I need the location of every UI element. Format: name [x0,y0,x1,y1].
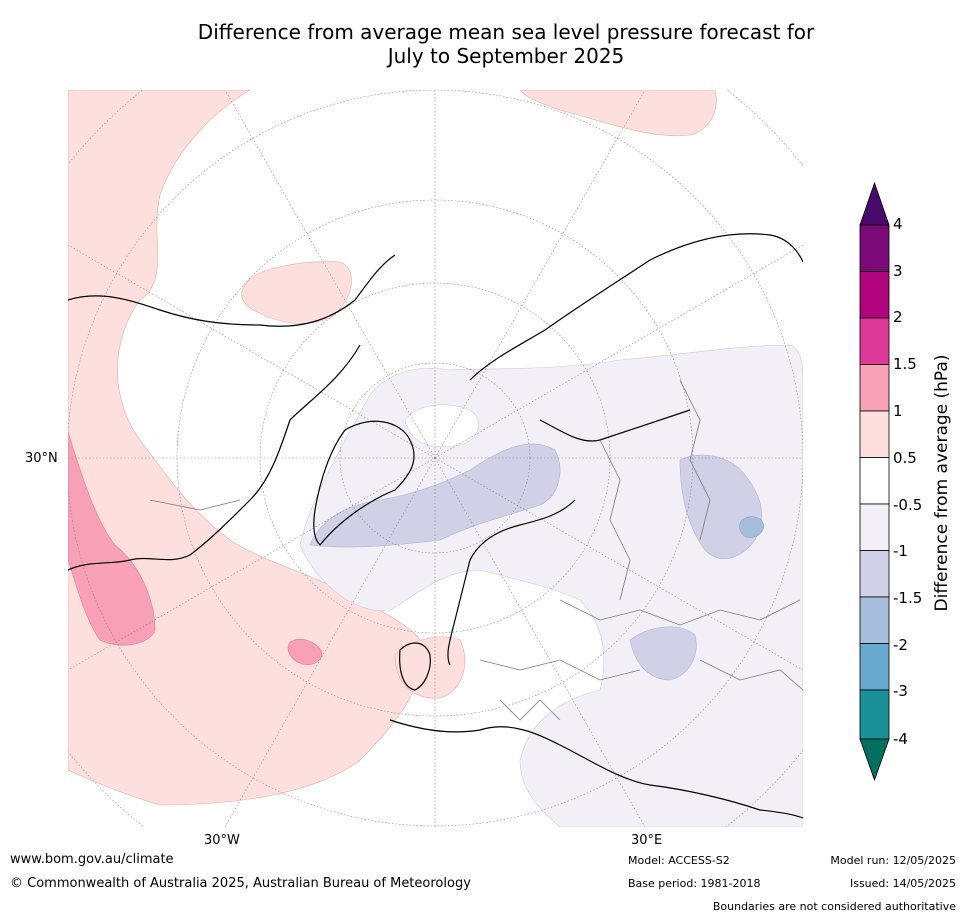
footer-model-run: Model run: 12/05/2025 [830,854,956,867]
colorbar-tick: 2 [893,308,903,326]
colorbar-extend-top [859,181,890,226]
colorbar-tick: 1.5 [893,355,917,373]
coastline-british-isles [399,642,431,691]
footer-copyright: © Commonwealth of Australia 2025, Austra… [10,876,471,891]
coastline-scandinavia [447,499,576,666]
lon-label-30e: 30°E [631,833,663,848]
colorbar-band-neg1-neg1.5 [859,550,890,598]
colorbar-band-1.5-2 [859,317,890,365]
colorbar-tick: 4 [893,215,903,233]
colorbar-band-neutral [859,457,890,505]
colorbar-tick: 1 [893,402,903,420]
coastline-north-america [68,254,396,571]
colorbar-tick: -2 [893,636,908,654]
colorbar-band-neg0.5-neg1 [859,503,890,551]
colorbar-band-3-4 [859,224,890,272]
colorbar-band-neg3-neg4 [859,689,890,740]
map-panel [68,90,803,827]
colorbar-tick: 0.5 [893,449,917,467]
map-title: Difference from average mean sea level p… [100,20,912,68]
footer-base-period: Base period: 1981-2018 [628,877,761,890]
anomaly-region-greenland-negative-1 [309,443,561,548]
colorbar [859,181,890,782]
anomaly-pole-neutral [404,404,479,448]
colorbar-tick: -4 [893,730,908,748]
anomaly-region-caspian-negative-1 [629,626,697,681]
colorbar-title: Difference from average (hPa) [932,354,952,612]
colorbar-extend-bottom [859,738,890,782]
colorbar-band-neg2-neg3 [859,643,890,691]
anomaly-region-baikal-negative-2 [739,516,765,538]
coastlines [68,233,803,819]
colorbar-tick: 3 [893,262,903,280]
colorbar-tick: -0.5 [893,496,923,514]
colorbar-band-neg1.5-neg2 [859,596,890,644]
borders [149,379,803,721]
lon-label-30w: 30°W [204,833,240,848]
anomaly-region-north-positive [519,90,717,137]
colorbar-tick: -1.5 [893,589,923,607]
colorbar-band-0.5-1 [859,410,890,458]
footer-disclaimer: Boundaries are not considered authoritat… [712,900,956,913]
colorbar-band-1-1.5 [859,364,890,412]
footer-model: Model: ACCESS-S2 [628,854,730,867]
coastline-europe [389,719,803,819]
graticule [68,90,803,827]
footer-issued: Issued: 14/05/2025 [849,877,956,890]
lat-label-30n: 30°N [25,451,58,466]
anomaly-region-arctic-pacific-positive [241,261,352,324]
colorbar-tick: -3 [893,682,908,700]
anomaly-region-pacific-positive [68,90,423,806]
colorbar-band-2-3 [859,271,890,319]
anomaly-region-atlantic-positive-small [287,639,323,665]
coastline-greenland [313,420,415,546]
title-line-1: Difference from average mean sea level p… [197,20,815,44]
footer-url[interactable]: www.bom.gov.au/climate [10,852,174,867]
anomaly-region-atlantic-positive-1.5 [68,431,156,646]
colorbar-tick: -1 [893,542,908,560]
title-line-2: July to September 2025 [387,44,625,68]
